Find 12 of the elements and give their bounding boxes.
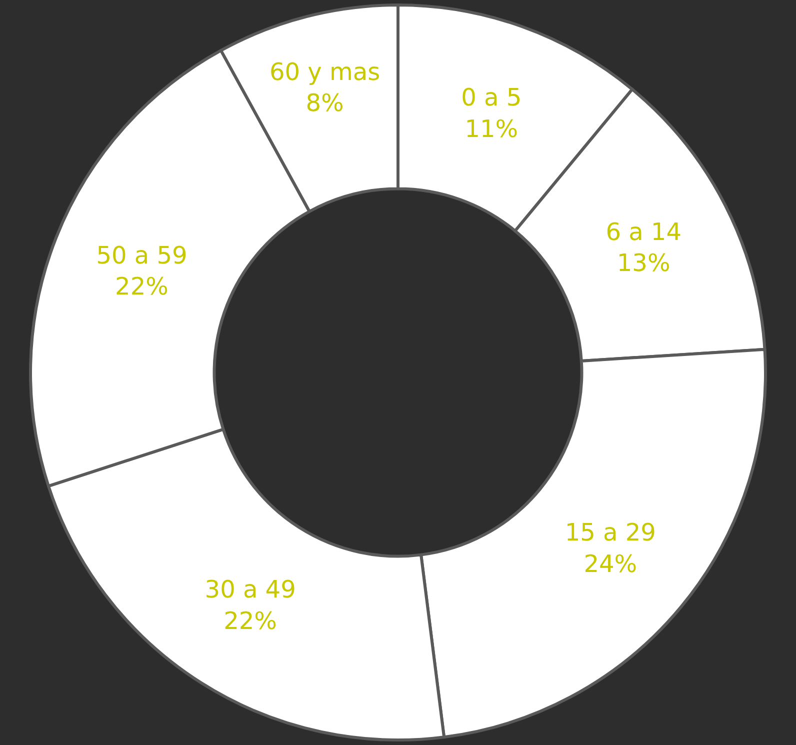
data-label: 22% <box>224 606 277 635</box>
data-label: 8% <box>306 89 344 118</box>
slice-label: 15 a 29 <box>564 518 656 547</box>
data-label: 24% <box>584 550 638 578</box>
slice-label: 50 a 59 <box>96 241 188 270</box>
data-label: 11% <box>464 114 518 143</box>
slice-label: 0 a 5 <box>461 84 522 112</box>
slice-label: 30 a 49 <box>204 576 296 604</box>
data-label: 22% <box>115 272 168 301</box>
data-label: 13% <box>616 248 670 277</box>
slice-label: 6 a 14 <box>606 218 682 246</box>
slice-label: 60 y mas <box>270 58 380 86</box>
